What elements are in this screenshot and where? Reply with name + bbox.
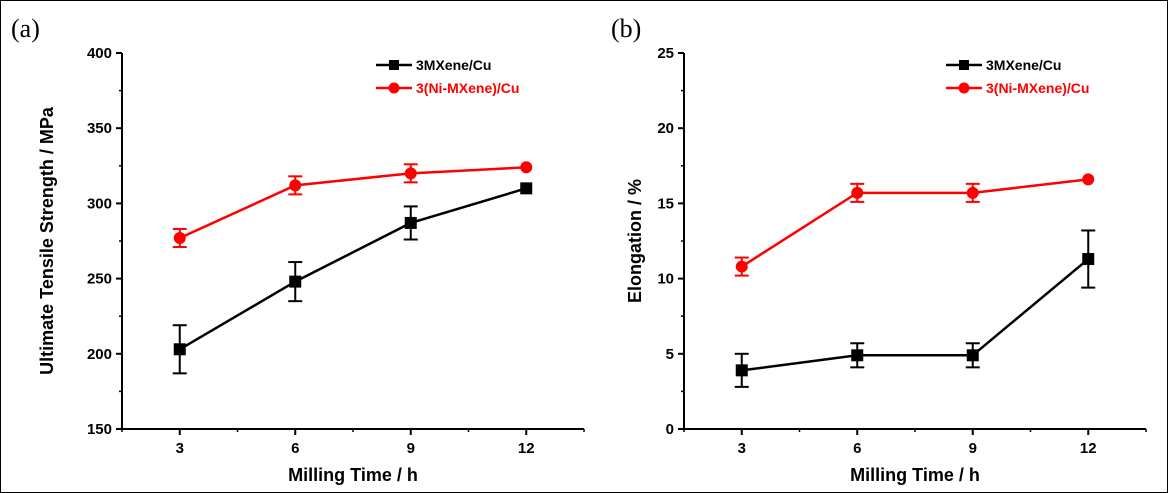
panel-a-series-1-line bbox=[179, 187, 527, 351]
panel-a-chart: (a) 150 200 250 300 350 400 3 6 9 12 Milling Time /… bbox=[11, 14, 585, 485]
panel-b-data-point bbox=[851, 349, 864, 362]
panel-a-data-point bbox=[289, 179, 302, 192]
panel-b-y-tick-label: 15 bbox=[657, 195, 674, 212]
panel-b-x-tick-label: 3 bbox=[738, 440, 746, 457]
panel-a-data-point bbox=[520, 182, 533, 195]
panel-a-data-point bbox=[520, 161, 533, 174]
panel-b-data-point bbox=[1082, 173, 1095, 186]
panel-b-x-tick-label: 9 bbox=[969, 440, 977, 457]
panel-a-y-tick-label: 350 bbox=[87, 120, 112, 137]
panel-b-series-1 bbox=[734, 229, 1096, 388]
panel-b-legend-label: 3MXene/Cu bbox=[986, 57, 1061, 73]
panel-b-data-point bbox=[735, 260, 748, 273]
panel-b-y-tick-label: 25 bbox=[657, 45, 674, 62]
panel-a-x-tick-label: 3 bbox=[176, 440, 184, 457]
panel-a-y-axis-title: Ultimate Tensile Strength / MPa bbox=[37, 106, 57, 375]
panel-a-y-tick-label: 400 bbox=[87, 45, 112, 62]
panel-a-data-point bbox=[173, 231, 186, 244]
panel-b-legend-label: 3(Ni-MXene)/Cu bbox=[986, 80, 1089, 96]
panel-b-data-point bbox=[966, 349, 979, 362]
panel-b-y-tick-label: 10 bbox=[657, 271, 674, 288]
panel-a-series-2 bbox=[172, 161, 533, 249]
panel-b-y-tick-label: 5 bbox=[666, 346, 674, 363]
panel-b-x-axis-title: Milling Time / h bbox=[850, 465, 980, 485]
panel-a-legend-marker bbox=[388, 82, 400, 94]
panel-b-data-point bbox=[851, 186, 864, 199]
panel-b-y-axis-title: Elongation / % bbox=[625, 179, 645, 303]
panel-b-series-1-line bbox=[741, 258, 1090, 372]
panel-a-legend-label: 3(Ni-MXene)/Cu bbox=[416, 80, 519, 96]
panel-a-y-tick-label: 150 bbox=[87, 421, 112, 438]
panel-a-legend-label: 3MXene/Cu bbox=[416, 57, 491, 73]
panel-a-y-tick-label: 300 bbox=[87, 195, 112, 212]
panel-b-chart: (b) 0 5 10 15 20 25 3 6 9 12 Milling Time / h Elonga… bbox=[611, 14, 1147, 485]
panel-b-x-tick-label: 12 bbox=[1080, 440, 1097, 457]
panel-b-x-tick-label: 6 bbox=[853, 440, 861, 457]
panel-b-series-2 bbox=[734, 173, 1095, 277]
panel-b-legend-marker bbox=[958, 82, 970, 94]
panel-b-series-2-line bbox=[741, 178, 1089, 268]
panel-b-legend-marker bbox=[959, 60, 969, 70]
panel-a-series-1 bbox=[172, 182, 533, 375]
panel-a-x-tick-label: 6 bbox=[291, 440, 299, 457]
panel-a-data-point bbox=[289, 275, 302, 288]
panel-b-y-tick-label: 20 bbox=[657, 120, 674, 137]
panel-b-data-point bbox=[735, 364, 748, 377]
panel-a-y-tick-label: 250 bbox=[87, 271, 112, 288]
panel-a-data-point bbox=[404, 167, 417, 180]
panel-b-data-point bbox=[1082, 253, 1095, 266]
panel-a-series-2-line bbox=[179, 166, 527, 240]
panel-b-data-point bbox=[966, 186, 979, 199]
panel-a-legend-marker bbox=[389, 60, 399, 70]
panel-a-x-tick-label: 12 bbox=[518, 440, 535, 457]
panel-a-data-point bbox=[404, 216, 417, 229]
panel-a-data-point bbox=[173, 343, 186, 356]
panel-b-label: (b) bbox=[611, 14, 641, 43]
panel-b-y-tick-label: 0 bbox=[666, 421, 674, 438]
panel-a-y-tick-label: 200 bbox=[87, 346, 112, 363]
panel-a-x-tick-label: 9 bbox=[407, 440, 415, 457]
panel-a-label: (a) bbox=[11, 14, 40, 43]
panel-a-x-axis-title: Milling Time / h bbox=[288, 465, 418, 485]
